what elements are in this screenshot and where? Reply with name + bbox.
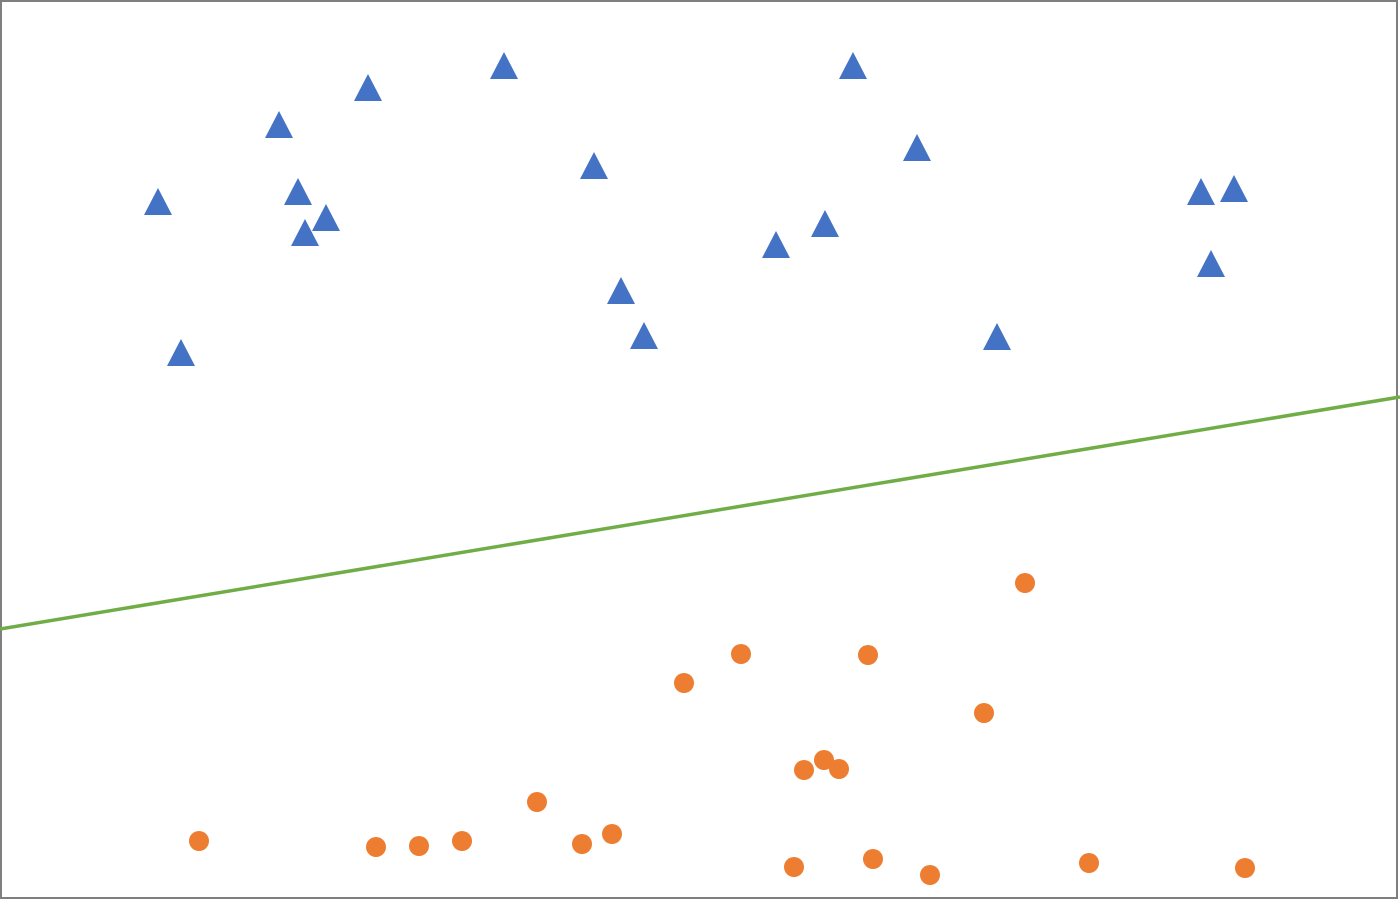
- triangle-point: [903, 134, 931, 161]
- circle-point: [829, 759, 849, 779]
- circle-point: [731, 644, 751, 664]
- circle-point: [920, 865, 940, 885]
- circle-point: [572, 834, 592, 854]
- triangle-point: [983, 323, 1011, 350]
- triangle-point: [839, 52, 867, 79]
- circle-point: [1015, 573, 1035, 593]
- triangle-point: [265, 111, 293, 138]
- circle-point: [602, 824, 622, 844]
- triangle-point: [312, 204, 340, 231]
- triangle-point: [580, 152, 608, 179]
- circle-point: [1235, 858, 1255, 878]
- triangle-point: [284, 178, 312, 205]
- circle-point: [814, 750, 834, 770]
- circle-point: [784, 857, 804, 877]
- circle-point: [189, 831, 209, 851]
- triangle-point: [291, 219, 319, 246]
- triangle-point: [144, 188, 172, 215]
- circle-point: [794, 760, 814, 780]
- separator-line: [0, 395, 1400, 631]
- triangle-point: [167, 339, 195, 366]
- triangle-point: [1197, 250, 1225, 277]
- circle-point: [674, 673, 694, 693]
- circle-point: [409, 836, 429, 856]
- triangle-point: [1187, 178, 1215, 205]
- triangle-point: [607, 277, 635, 304]
- circle-point: [452, 831, 472, 851]
- circle-point: [858, 645, 878, 665]
- triangle-point: [1220, 175, 1248, 202]
- circle-point: [974, 703, 994, 723]
- triangle-point: [811, 210, 839, 237]
- circle-point: [527, 792, 547, 812]
- circle-point: [1079, 853, 1099, 873]
- circle-point: [366, 837, 386, 857]
- triangle-point: [762, 231, 790, 258]
- circle-point: [863, 849, 883, 869]
- triangle-point: [490, 52, 518, 79]
- triangle-point: [354, 74, 382, 101]
- triangle-point: [630, 322, 658, 349]
